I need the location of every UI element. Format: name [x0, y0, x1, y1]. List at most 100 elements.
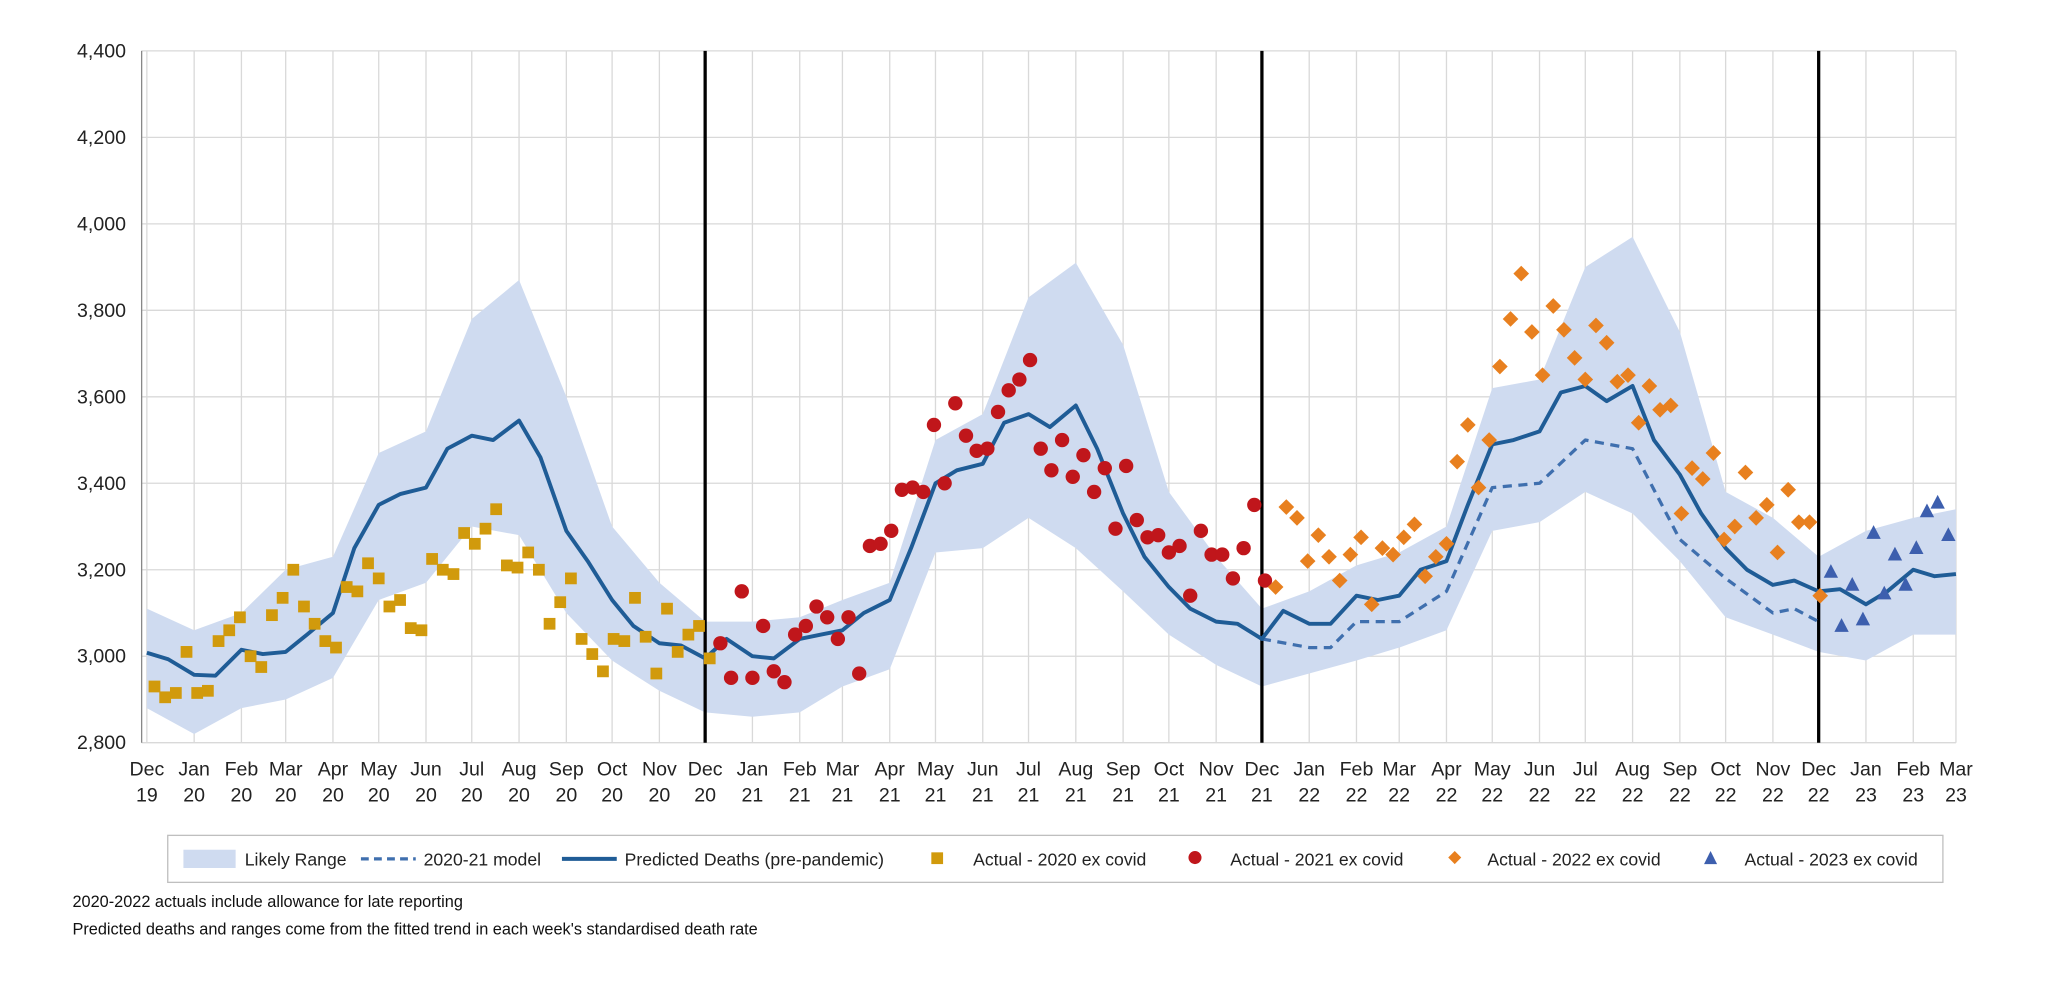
marker-2022 [1556, 321, 1572, 338]
marker-2020 [500, 559, 513, 572]
y-tick-label: 2,800 [77, 732, 126, 754]
marker-2021 [777, 674, 792, 690]
marker-2020 [682, 628, 695, 641]
x-tick-label-month: Jan [1293, 758, 1325, 780]
x-tick-label-year: 19 [136, 784, 158, 806]
marker-2022 [1662, 397, 1679, 414]
marker-2023 [1866, 525, 1881, 539]
marker-2023 [1823, 564, 1839, 578]
likely-range-area [146, 236, 1956, 735]
marker-2021 [926, 417, 942, 433]
marker-2021 [798, 618, 814, 634]
marker-2020 [533, 563, 545, 576]
marker-2023 [1845, 577, 1860, 591]
x-tick-label-month: Mar [1939, 758, 1973, 780]
marker-2022 [1545, 298, 1562, 314]
legend-swatch-band [183, 849, 236, 868]
marker-2022 [1342, 546, 1359, 563]
x-tick-label-month: May [917, 758, 954, 780]
legend-marker-2023 [1704, 851, 1718, 865]
marker-2020 [298, 600, 310, 613]
x-tick-label-month: Apr [318, 758, 349, 780]
footnote-method: Predicted deaths and ranges come from th… [72, 921, 757, 939]
marker-2021 [1161, 545, 1177, 560]
marker-2021 [852, 666, 867, 681]
marker-2021 [894, 482, 910, 497]
x-tick-label-month: Dec [688, 758, 723, 780]
x-tick-label-year: 20 [183, 784, 205, 806]
marker-2020 [404, 622, 417, 634]
x-tick-label-month: Jun [967, 758, 999, 780]
x-tick-label-month: Dec [1801, 758, 1836, 780]
marker-2021 [873, 536, 888, 551]
x-tick-label-month: Mar [826, 758, 860, 780]
legend-box [167, 834, 1944, 884]
marker-2022 [1438, 535, 1455, 552]
legend-label-predicted: Predicted Deaths (pre-pandemic) [625, 849, 884, 869]
y-tick-label: 3,600 [77, 386, 126, 408]
marker-2020 [362, 557, 374, 570]
x-tick-label-month: Nov [1199, 758, 1234, 780]
x-tick-label-month: Jun [410, 758, 442, 780]
marker-2021 [862, 538, 878, 554]
marker-2020 [244, 650, 257, 663]
marker-2020 [426, 553, 438, 565]
x-tick-label-year: 20 [649, 784, 671, 806]
x-tick-label-year: 20 [461, 784, 483, 806]
x-tick-label-month: Feb [1896, 758, 1930, 780]
marker-2021 [787, 627, 803, 642]
marker-2022 [1278, 499, 1295, 515]
y-tick-label: 4,200 [77, 127, 126, 149]
marker-2022 [1321, 548, 1337, 565]
marker-2022 [1524, 324, 1540, 340]
marker-2021 [1086, 484, 1102, 500]
marker-2021 [1022, 352, 1038, 368]
x-tick-label-month: Sep [1662, 758, 1697, 780]
likely-range-band [146, 236, 1956, 735]
x-tick-label-month: Jan [178, 758, 210, 780]
x-tick-label-month: Feb [1340, 758, 1374, 780]
marker-2021 [1172, 538, 1187, 554]
marker-2021 [1054, 432, 1070, 448]
marker-2022 [1470, 479, 1487, 496]
x-tick-label-month: May [1474, 758, 1511, 780]
legend-marker-2021 [1188, 851, 1202, 865]
legend-label-2020: Actual - 2020 ex covid [973, 849, 1146, 869]
marker-2021 [1140, 530, 1155, 545]
marker-2021 [734, 584, 749, 599]
x-tick-label-year: 21 [832, 784, 854, 806]
marker-2021 [980, 441, 995, 456]
marker-2020 [586, 648, 599, 660]
x-tick-label-year: 22 [1388, 784, 1410, 806]
marker-2020 [383, 600, 396, 613]
x-tick-label-year: 22 [1574, 784, 1596, 806]
x-tick-label-month: May [360, 758, 397, 780]
x-tick-label-year: 22 [1481, 784, 1503, 806]
legend-label-2023: Actual - 2023 ex covid [1745, 849, 1918, 869]
marker-2020 [255, 661, 268, 673]
x-tick-label-year: 21 [1112, 784, 1134, 806]
marker-2021 [1151, 527, 1166, 543]
marker-2022 [1620, 367, 1636, 384]
x-tick-label-month: Mar [1382, 758, 1416, 780]
marker-2020 [575, 633, 588, 645]
legend: Likely Range 2020-21 model Predicted Dea… [167, 834, 1944, 884]
marker-2021 [1129, 512, 1145, 528]
y-tick-label: 3,400 [77, 473, 126, 495]
x-tick-label-year: 22 [1715, 784, 1737, 806]
marker-2020 [308, 617, 321, 630]
marker-2020 [436, 563, 449, 576]
marker-2020 [372, 572, 385, 585]
marker-2023 [1909, 540, 1924, 555]
marker-2021 [884, 523, 899, 539]
marker-2020 [159, 691, 172, 704]
marker-2020 [554, 596, 567, 609]
x-tick-label-month: Mar [269, 758, 303, 780]
x-tick-label-year: 23 [1945, 784, 1967, 806]
marker-2021 [1247, 497, 1262, 513]
x-tick-label-month: Aug [1615, 758, 1650, 780]
marker-2023 [1919, 503, 1935, 518]
x-tick-label-month: Jan [1850, 758, 1882, 780]
marker-2021 [1236, 540, 1251, 556]
